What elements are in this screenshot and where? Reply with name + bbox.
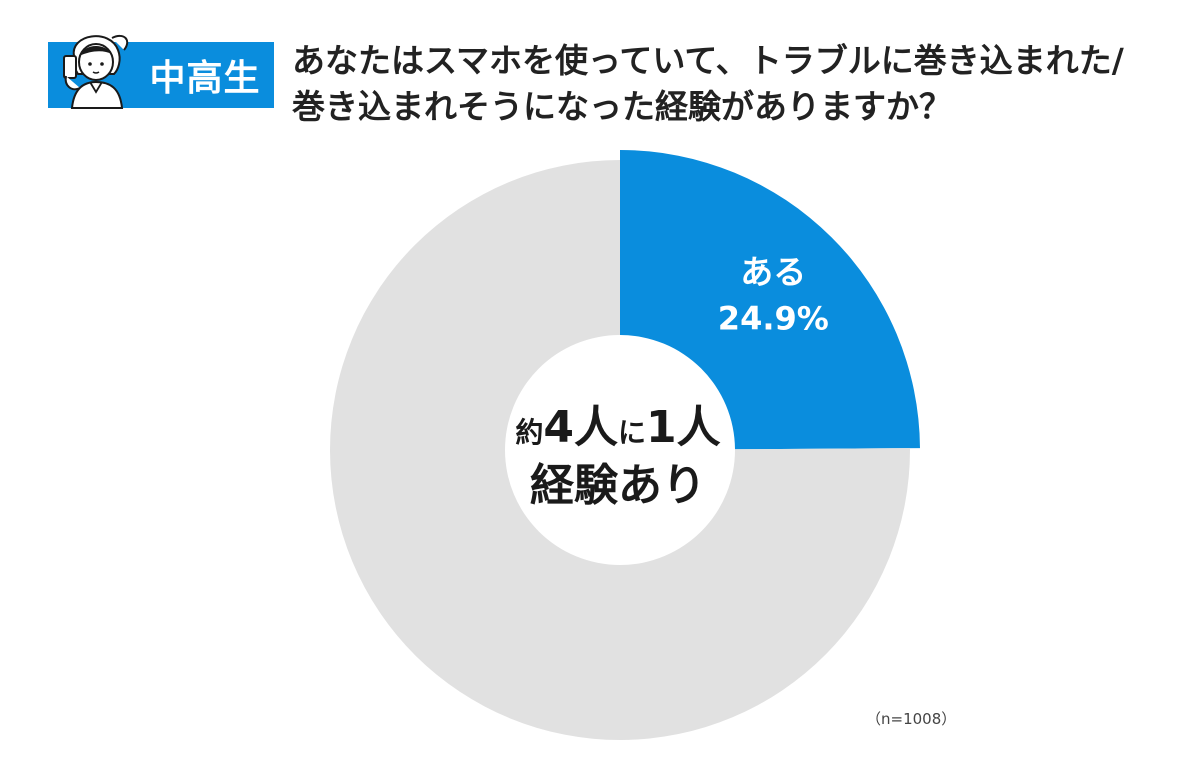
center-text-line-1: 約4人に1人 [515,402,720,453]
badge-label: 中高生 [149,58,261,99]
respondent-badge: 中高生 [48,34,274,109]
donut-slices [330,150,920,741]
sample-size-note: （n=1008） [866,710,957,728]
question-line-1: あなたはスマホを使っていて、トラブルに巻き込まれた/ [292,41,1124,80]
slice-remainder [330,160,910,741]
center-particle: に [618,416,646,449]
slice-aru [620,150,920,450]
slice-label-aru: ある [740,253,806,292]
center-text-line-2: 経験あり [530,460,706,511]
center-num-2: 1 [646,402,677,453]
center-num-1: 4 [543,402,574,453]
donut-chart: ある 24.9% 約4人に1人 経験あり [330,150,920,741]
question-title: あなたはスマホを使っていて、トラブルに巻き込まれた/ 巻き込まれそうになった経験… [292,38,1182,130]
student-phone-icon [63,34,129,109]
center-person-2: 人 [677,402,721,453]
slice-value-aru: 24.9% [718,300,829,338]
center-prefix: 約 [515,416,543,449]
question-line-2: 巻き込まれそうになった経験がありますか？ [292,87,952,126]
center-person-1: 人 [574,402,618,453]
